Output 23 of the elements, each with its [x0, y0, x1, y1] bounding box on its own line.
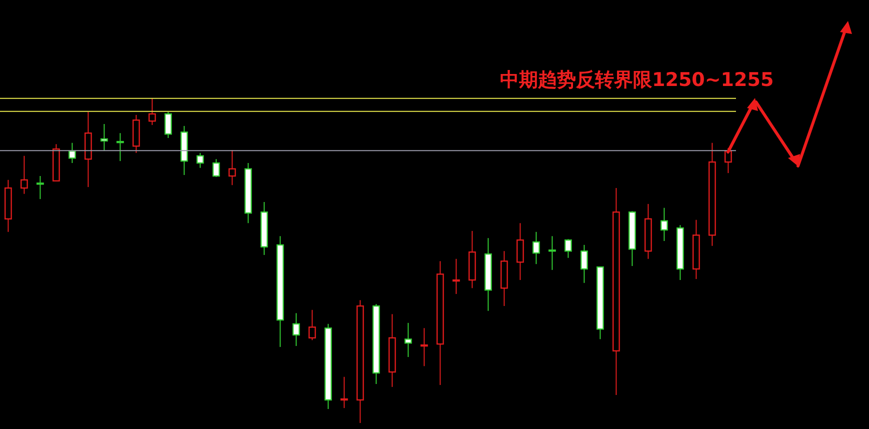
- candlestick: [452, 258, 460, 294]
- candlestick: [292, 312, 300, 346]
- candlestick: [340, 376, 348, 409]
- candlestick: [308, 309, 316, 341]
- candlestick: [228, 150, 236, 186]
- candlestick: [564, 238, 572, 258]
- candlestick: [532, 231, 540, 265]
- candlestick: [36, 176, 44, 200]
- candlestick: [212, 158, 220, 178]
- candlestick: [420, 328, 428, 367]
- candlestick: [580, 244, 588, 284]
- candlestick: [148, 98, 156, 126]
- candlestick: [20, 155, 28, 194]
- candlestick: [164, 111, 172, 138]
- candlestick: [100, 124, 108, 152]
- candlestick: [116, 132, 124, 162]
- candlestick: [660, 207, 668, 242]
- text: 中期趋势反转界限1250~1255: [500, 69, 774, 91]
- candlestick: [68, 142, 76, 164]
- candlestick: [404, 322, 412, 358]
- candlestick: [196, 152, 204, 168]
- candlestick: [516, 222, 524, 280]
- candlestick: [548, 236, 556, 270]
